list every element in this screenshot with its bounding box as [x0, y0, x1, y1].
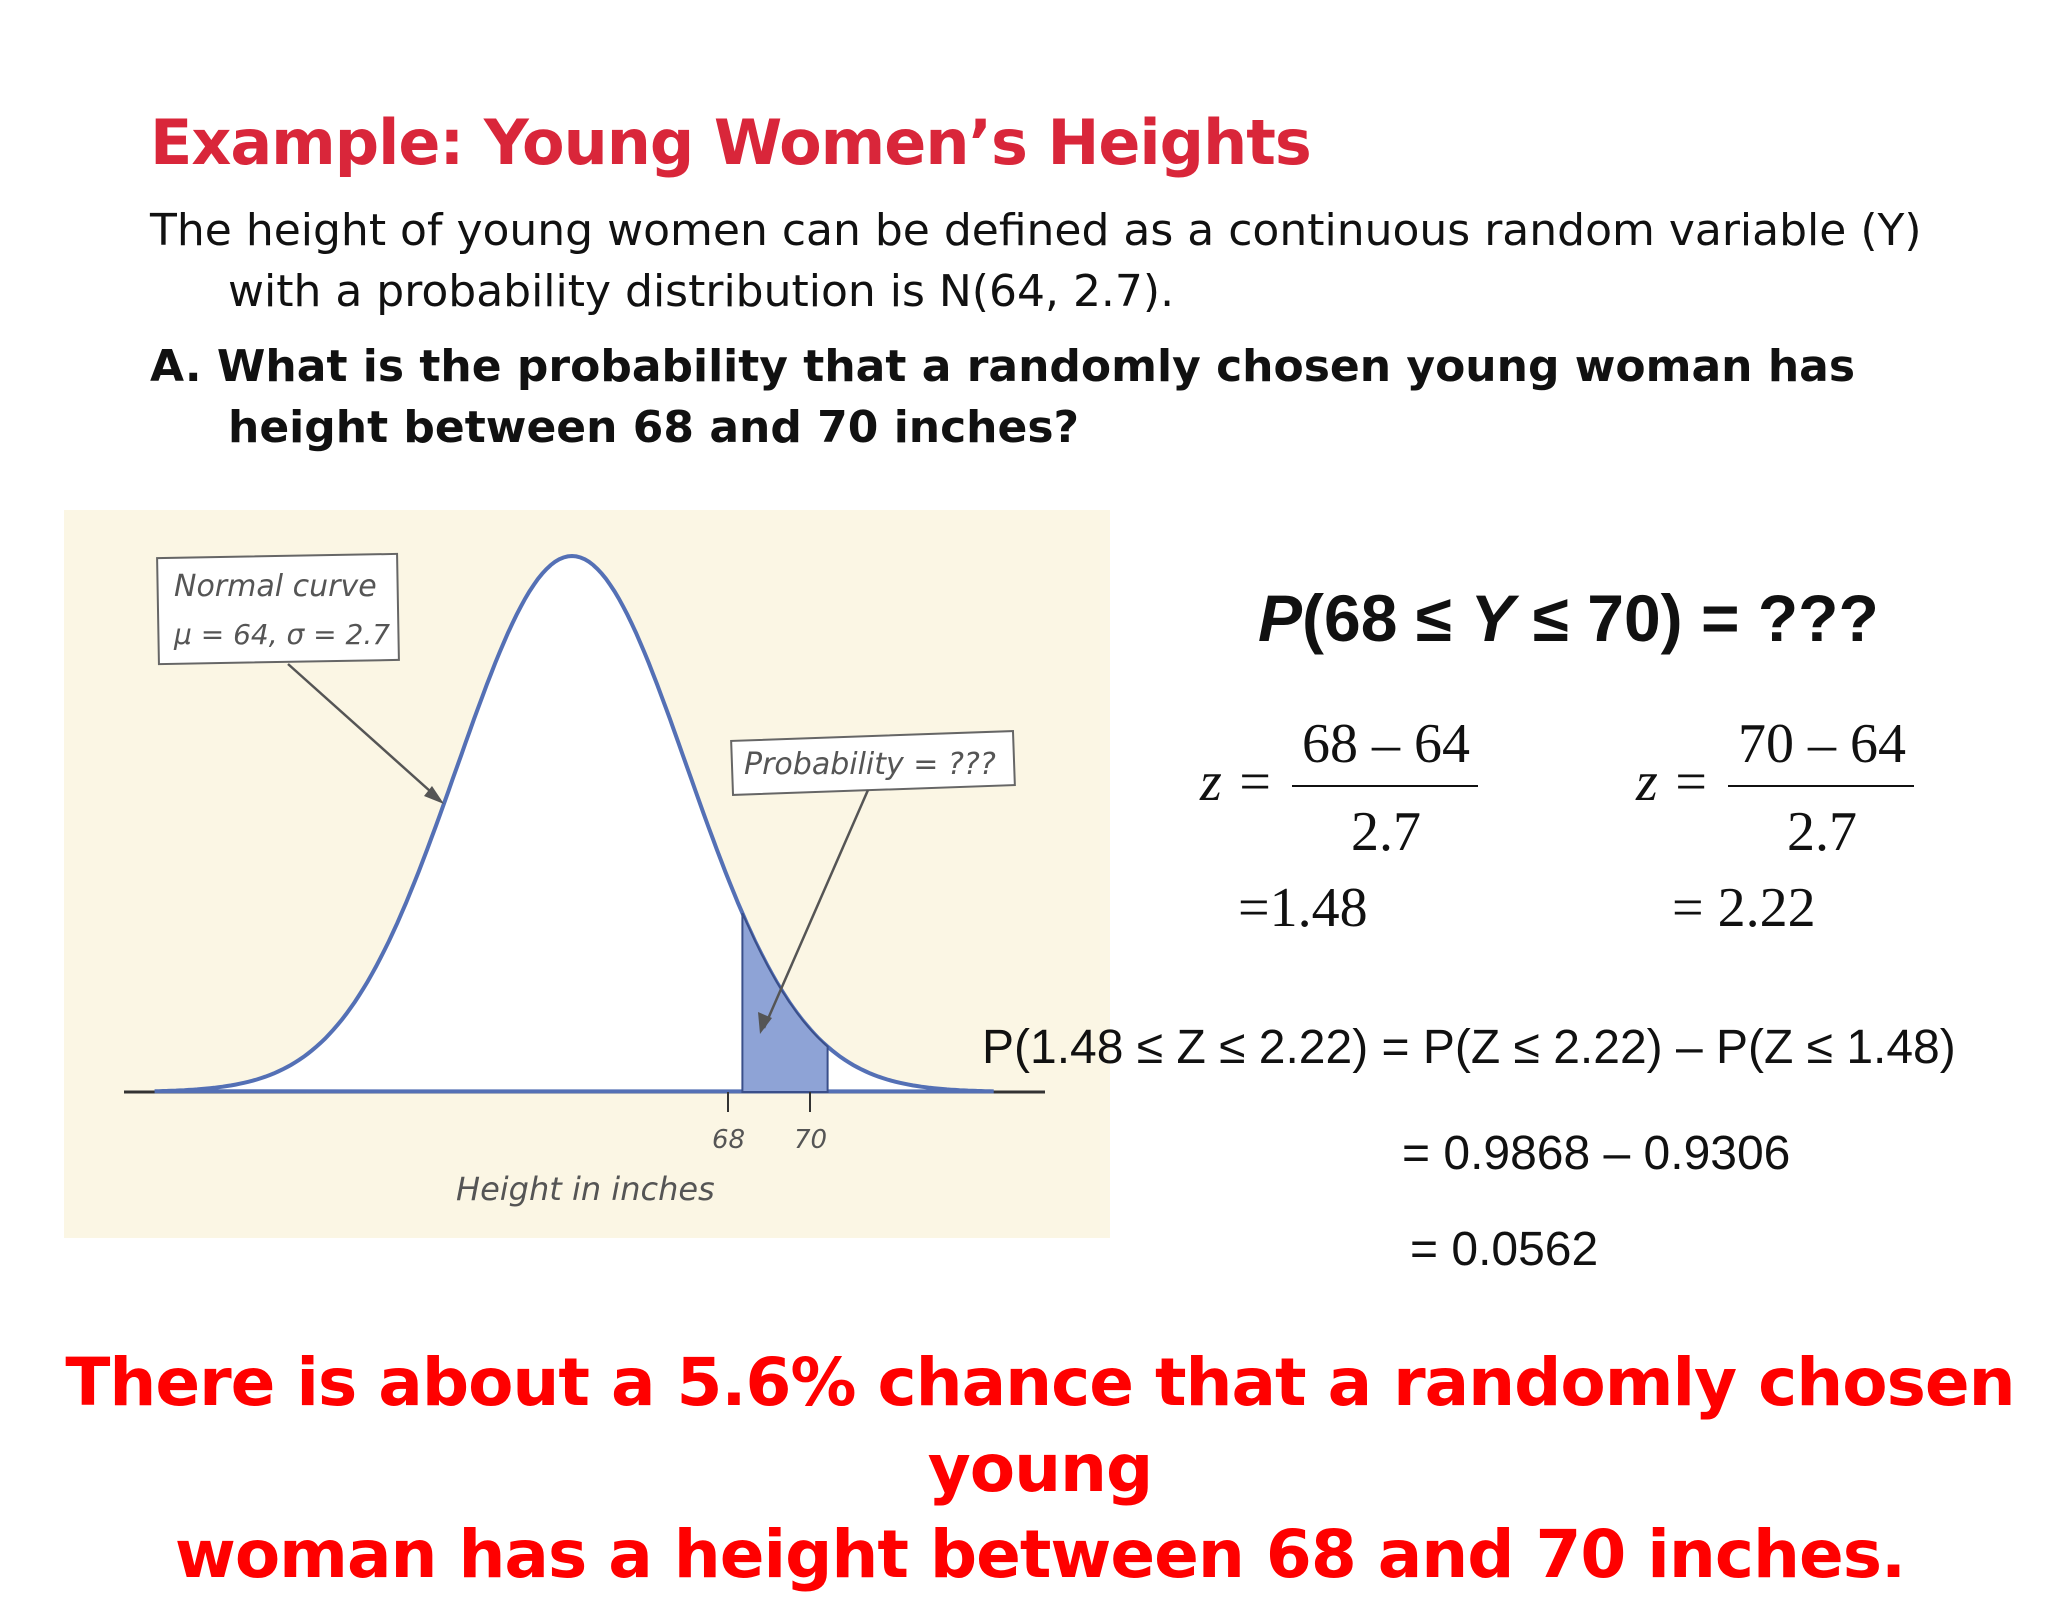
tick-68-label: 68: [712, 1125, 745, 1155]
curve-label-line2: μ = 64, σ = 2.7: [173, 618, 390, 651]
z1-denominator: 2.7: [1351, 801, 1421, 863]
curve-label-line1: Normal curve: [174, 569, 377, 604]
probability-label: Probability = ???: [744, 747, 996, 782]
normal-curve-figure: 68 70 Height in inches Normal curve μ = …: [124, 552, 1045, 1208]
slide-title: Example: Young Women’s Heights: [150, 106, 1312, 179]
normal-curve: [154, 553, 994, 1094]
z2-numerator: 70 – 64: [1738, 713, 1906, 775]
curve-label-box: [156, 552, 400, 666]
z2-fraction-bar: [1728, 785, 1914, 787]
tick-70-label: 70: [794, 1125, 827, 1155]
subtraction-line: = 0.9868 – 0.9306: [1402, 1127, 1791, 1180]
conclusion-line2: woman has a height between 68 and 70 inc…: [174, 1516, 1906, 1593]
intro-text: The height of young women can be defined…: [150, 205, 1922, 317]
x-axis-label: Height in inches: [456, 1170, 715, 1208]
z1-fraction-bar: [1292, 785, 1478, 787]
z2-denominator: 2.7: [1787, 801, 1857, 863]
z1-numerator: 68 – 64: [1302, 713, 1470, 775]
z2-result: = 2.22: [1672, 877, 1816, 939]
result-line: = 0.0562: [1410, 1223, 1599, 1276]
curve-arrowhead: [424, 786, 444, 804]
target-probability-equation: P(68 ≤ Y ≤ 70) = ???: [1258, 581, 1879, 655]
probability-difference-line: P(1.48 ≤ Z ≤ 2.22) = P(Z ≤ 2.22) – P(Z ≤…: [982, 1021, 1956, 1074]
conclusion-text: There is about a 5.6% chance that a rand…: [60, 1340, 2020, 1598]
z1-result: =1.48: [1238, 877, 1368, 939]
z1-variable: z =: [1200, 751, 1274, 813]
probability-label-box: [730, 730, 1016, 796]
probability-arrowhead: [758, 1012, 772, 1034]
question-text: A. What is the probability that a random…: [150, 341, 1856, 453]
z2-variable: z =: [1636, 751, 1710, 813]
probability-shaded-region: [741, 912, 829, 1093]
conclusion-line1: There is about a 5.6% chance that a rand…: [65, 1344, 2015, 1507]
probability-arrow: [762, 789, 870, 1029]
curve-label-arrow: [287, 663, 441, 801]
